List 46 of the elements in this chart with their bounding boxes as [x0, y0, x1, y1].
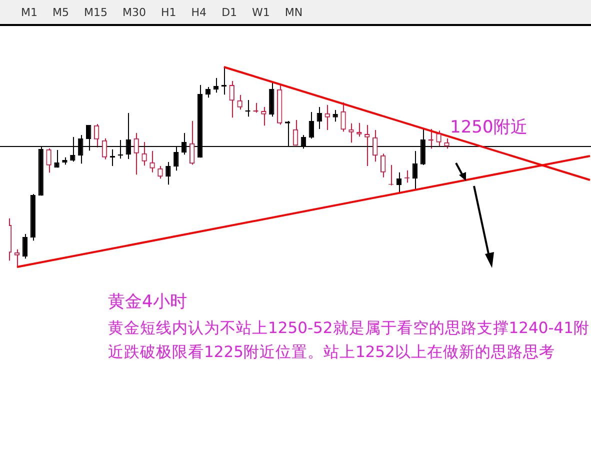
candlestick [54, 150, 60, 168]
candlestick [134, 132, 139, 176]
candlestick [308, 112, 314, 140]
candlestick [237, 94, 242, 110]
candlestick [205, 86, 211, 98]
candlestick [229, 80, 234, 118]
text: M15 [83, 4, 108, 20]
text: MN [284, 4, 304, 20]
candlestick [348, 122, 354, 144]
candlestick [261, 106, 266, 126]
candlestick [158, 166, 163, 180]
text: M1 [20, 4, 38, 20]
text: H1 [160, 4, 178, 20]
candlestick [213, 78, 219, 94]
candlestick [436, 130, 442, 148]
candlestick [14, 248, 20, 268]
candlestick [189, 120, 195, 166]
candlestick [380, 153, 386, 178]
text: H4 [190, 4, 208, 20]
text: 黄金短线内认为不站上1250-52就是属于看空的思路支撑1240-41附近跌破极限看1225附近位置。站上1252以上在做新的思路思考 [108, 318, 590, 363]
candlestick [142, 142, 147, 166]
text: M5 [52, 4, 70, 20]
candlestick [166, 162, 171, 186]
candlestick [46, 148, 52, 174]
candlestick [412, 150, 418, 190]
candlestick [364, 124, 370, 166]
candlestick [356, 122, 362, 138]
candlestick [22, 234, 28, 260]
candlestick [372, 130, 378, 162]
candlestick [332, 110, 338, 122]
candlestick [396, 172, 402, 194]
candlestick [292, 120, 298, 146]
text: D1 [220, 4, 238, 20]
candlestick [110, 148, 116, 166]
candlestick [269, 82, 274, 118]
candlestick [150, 150, 155, 173]
text: W1 [251, 4, 271, 20]
candlestick [444, 138, 450, 150]
text: 黄金4小时 [108, 291, 187, 313]
candlestick [324, 104, 330, 130]
candlestick [316, 106, 322, 130]
ref-line-label: 1250附近 [450, 117, 528, 138]
text: M30 [122, 4, 147, 20]
candlestick [102, 138, 108, 160]
candlestick [94, 124, 100, 148]
candlestick [340, 102, 346, 132]
